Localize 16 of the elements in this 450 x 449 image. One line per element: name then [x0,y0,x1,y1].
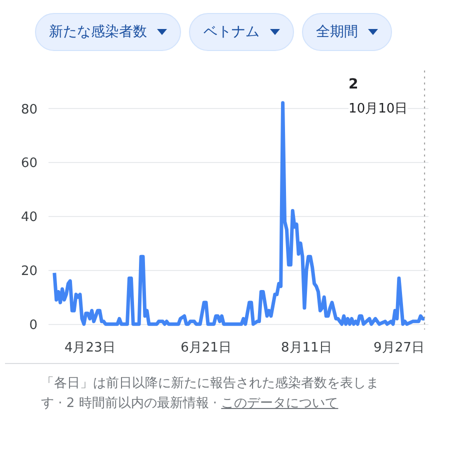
x-tick-label: 9月27日 [374,340,424,356]
x-tick-label: 8月11日 [281,340,332,356]
y-tick-label: 60 [20,156,38,172]
text: このデータについて [221,396,338,411]
line-series [52,101,426,326]
y-tick-label: 80 [20,102,38,118]
y-tick-label: 0 [29,318,38,334]
y-tick-label: 20 [20,264,38,280]
annotation: 10月10日 [348,102,408,116]
text: 新たな感染者数 [35,13,182,51]
text: 全期間 [302,13,392,51]
annotation: 2 [348,76,358,92]
y-tick-label: 40 [20,210,38,226]
x-tick-label: 4月23日 [64,340,116,356]
text: ベトナム [189,13,294,51]
x-tick-label: 6月21日 [180,340,232,356]
